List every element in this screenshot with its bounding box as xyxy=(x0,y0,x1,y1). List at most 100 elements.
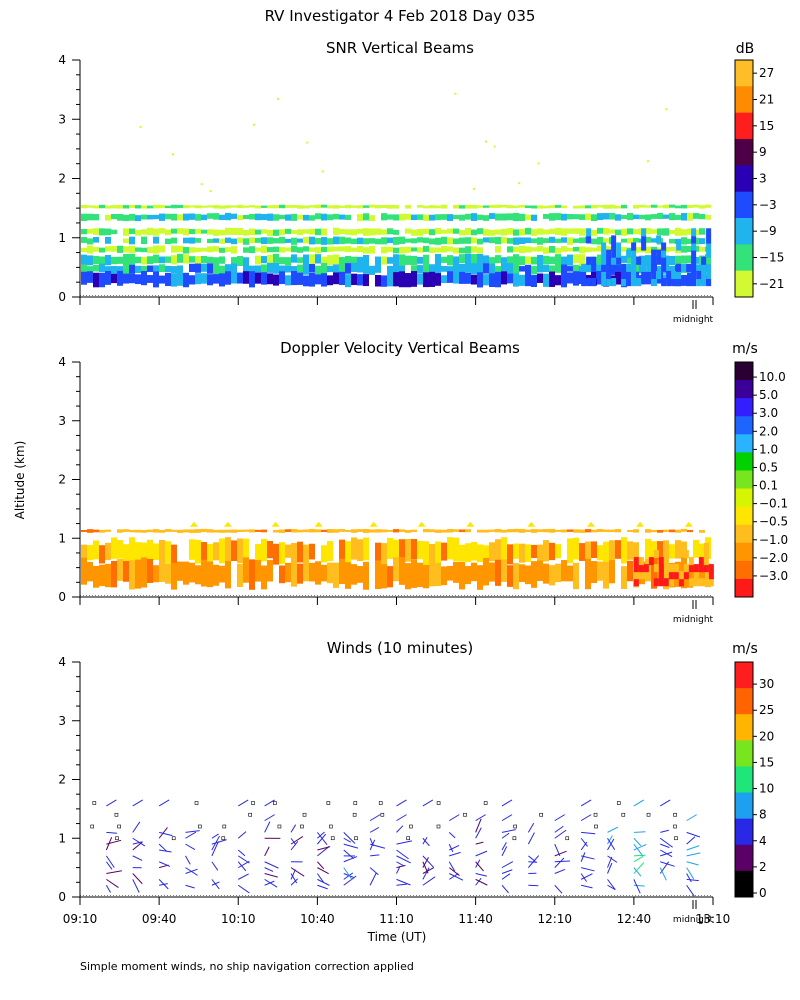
snr-cell xyxy=(483,215,489,221)
snr-cell xyxy=(706,270,712,280)
snr-cell xyxy=(279,229,285,235)
doppler-colorbar-swatch xyxy=(735,560,753,580)
snr-cell xyxy=(616,249,622,258)
snr-cell xyxy=(363,205,369,208)
doppler-cell xyxy=(429,559,435,587)
snr-cell xyxy=(93,213,99,221)
snr-cell xyxy=(701,278,707,287)
wind-barb xyxy=(105,885,111,893)
doppler-cell xyxy=(441,529,447,533)
snr-cell xyxy=(369,215,375,222)
wind-barb xyxy=(317,846,330,857)
snr-y-tick-label: 0 xyxy=(58,290,66,304)
snr-cell xyxy=(213,213,219,220)
doppler-cell xyxy=(81,544,87,558)
snr-cell xyxy=(477,264,483,275)
snr-cell xyxy=(489,229,495,236)
snr-cell xyxy=(471,246,477,253)
wind-missing-marker xyxy=(380,812,385,817)
wind-barb xyxy=(317,867,329,875)
doppler-cell xyxy=(123,529,129,532)
wind-barb xyxy=(396,883,408,886)
snr-cell xyxy=(297,229,303,236)
snr-cell xyxy=(411,266,417,274)
snr-cell xyxy=(321,256,327,264)
snr-cell xyxy=(609,212,615,220)
snr-cell xyxy=(285,238,291,243)
wind-barb xyxy=(633,831,646,833)
snr-cell xyxy=(657,266,663,274)
snr-cell xyxy=(357,228,363,234)
snr-cell xyxy=(207,263,213,274)
snr-cell xyxy=(363,255,369,266)
wind-missing-marker xyxy=(674,836,678,841)
snr-cell xyxy=(567,237,573,245)
wind-barb xyxy=(580,873,587,882)
wind-barb xyxy=(264,878,278,888)
doppler-cell xyxy=(375,560,381,590)
snr-cell xyxy=(675,238,681,245)
doppler-cell xyxy=(658,578,664,587)
snr-cell xyxy=(93,205,99,209)
snr-cell xyxy=(543,229,549,235)
snr-cell xyxy=(243,264,249,273)
snr-cell xyxy=(213,238,219,243)
doppler-cell xyxy=(633,542,639,565)
snr-cell xyxy=(81,254,87,266)
snr-cell xyxy=(177,204,183,209)
snr-cell xyxy=(351,273,357,285)
doppler-cell xyxy=(117,529,123,533)
snr-cell xyxy=(519,274,525,286)
doppler-colorbar-tick-label: 0.1 xyxy=(759,479,778,493)
snr-cell xyxy=(165,256,171,263)
snr-cell xyxy=(699,213,705,220)
doppler-cell xyxy=(441,566,447,586)
wind-barb xyxy=(290,824,297,833)
snr-cell xyxy=(243,247,249,253)
snr-cell xyxy=(381,275,387,287)
snr-cell xyxy=(669,204,675,208)
winds-x-tick-label: 10:10 xyxy=(221,912,256,926)
snr-cell xyxy=(621,204,627,209)
doppler-colorbar-swatch xyxy=(735,434,753,453)
snr-cell xyxy=(616,256,622,265)
wind-barb xyxy=(554,860,571,863)
snr-cell xyxy=(285,205,291,208)
wind-barb xyxy=(317,846,331,851)
wind-barb xyxy=(264,846,270,857)
snr-cell xyxy=(519,245,525,254)
snr-cell xyxy=(519,228,525,236)
snr-cell xyxy=(111,229,117,235)
wind-barb xyxy=(449,873,464,881)
snr-cell xyxy=(555,247,561,254)
wind-barb xyxy=(396,849,409,860)
snr-cell xyxy=(291,205,297,208)
winds-colorbar-swatch xyxy=(735,792,753,820)
doppler-cell xyxy=(447,529,453,533)
doppler-cell xyxy=(668,571,674,580)
snr-cell xyxy=(626,249,632,258)
snr-cell xyxy=(555,213,561,221)
doppler-cell xyxy=(658,571,664,580)
snr-unit: dB xyxy=(736,41,755,57)
snr-cell xyxy=(351,205,357,208)
doppler-cell xyxy=(513,528,519,533)
doppler-cell xyxy=(633,571,639,580)
wind-barb xyxy=(158,861,171,867)
wind-barb xyxy=(554,868,566,874)
doppler-cell xyxy=(705,563,711,588)
doppler-cell xyxy=(303,562,309,582)
doppler-cell xyxy=(279,565,285,584)
snr-speck xyxy=(518,182,521,185)
snr-cell xyxy=(579,246,585,254)
wind-barb xyxy=(396,825,404,833)
snr-cell xyxy=(441,204,447,209)
snr-cell xyxy=(687,213,693,221)
snr-cell xyxy=(267,237,273,244)
snr-cell xyxy=(447,237,453,245)
snr-cell xyxy=(489,273,495,288)
wind-barb xyxy=(501,842,507,851)
snr-cell xyxy=(285,228,291,234)
snr-cell xyxy=(351,229,357,236)
wind-profile xyxy=(593,812,619,891)
